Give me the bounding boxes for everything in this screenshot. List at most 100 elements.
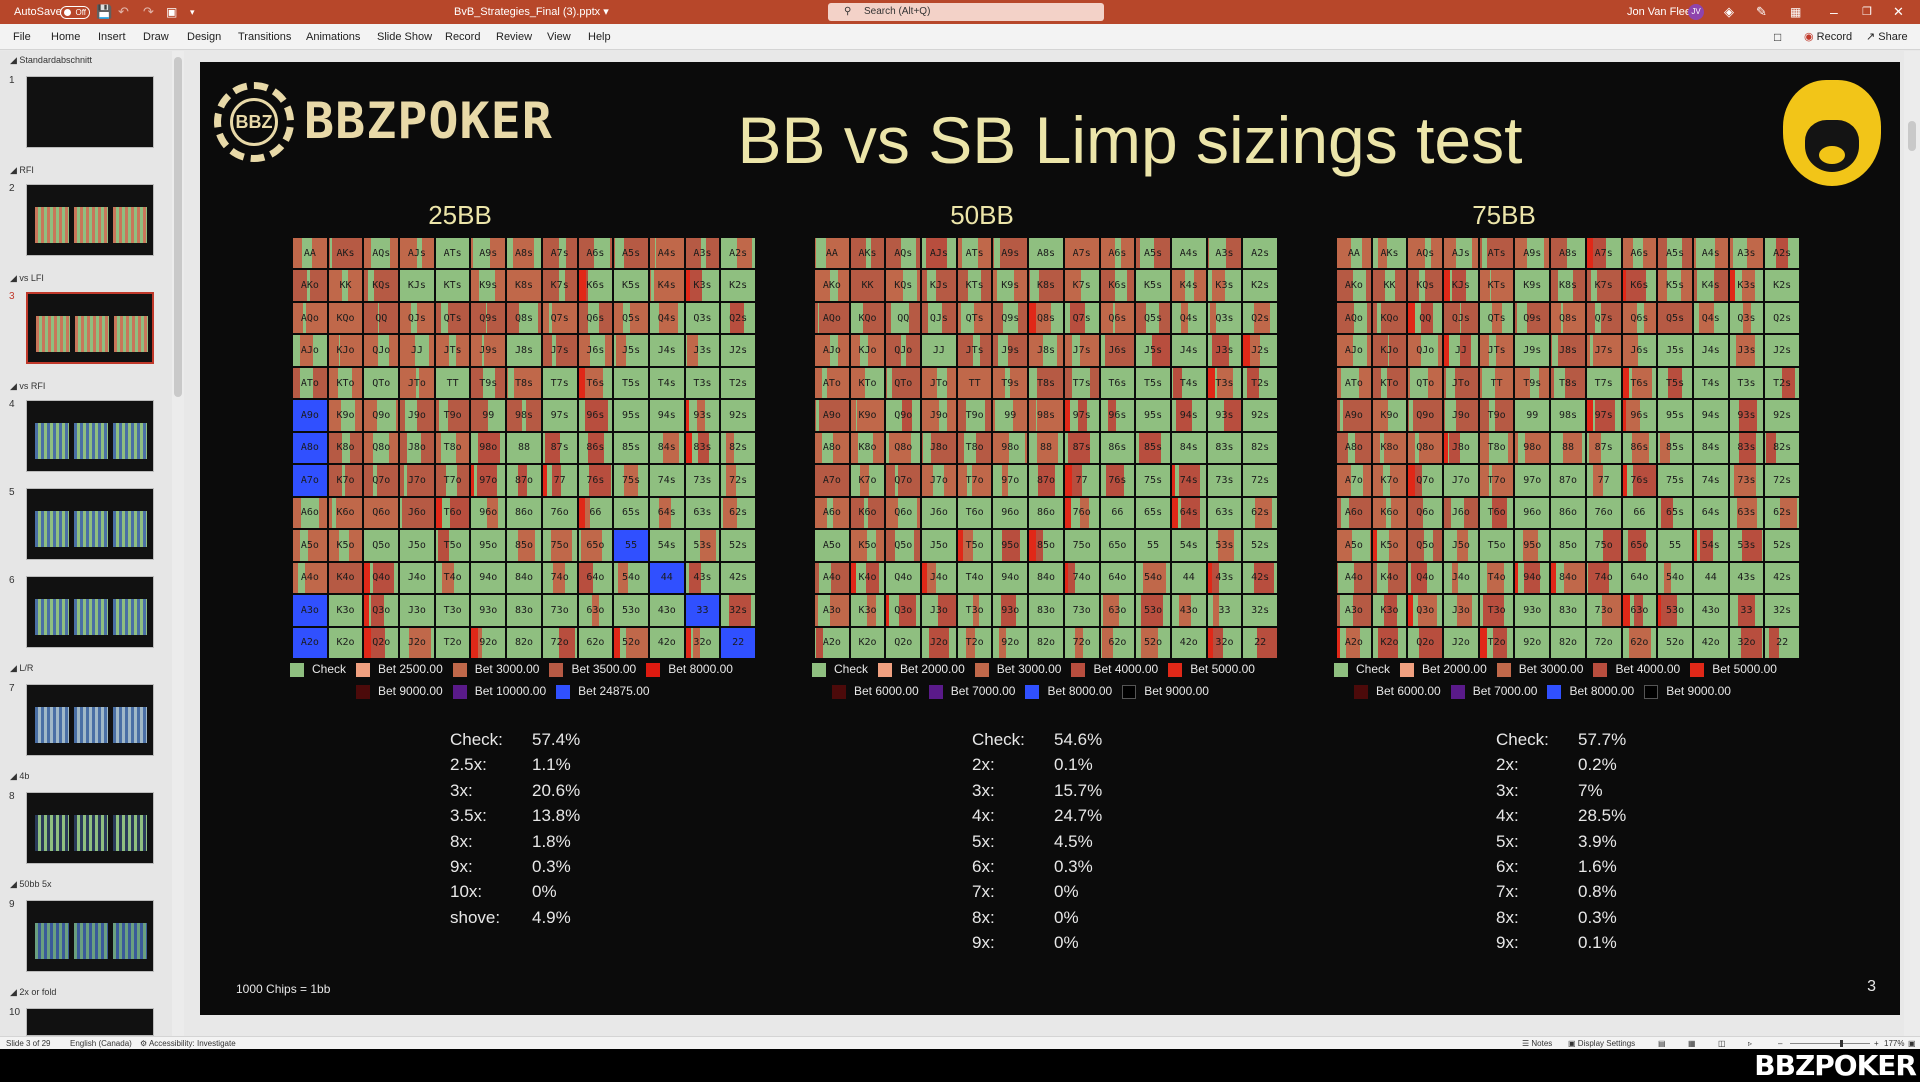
hand-cell[interactable]: K6o: [1372, 497, 1407, 529]
hand-cell[interactable]: T6s: [1100, 367, 1135, 399]
tab-record[interactable]: Record: [445, 31, 481, 43]
hand-cell[interactable]: 84o: [1551, 562, 1585, 594]
hand-cell[interactable]: Q6s: [578, 302, 613, 334]
hand-cell[interactable]: JTo: [400, 367, 434, 399]
hand-cell[interactable]: AQo: [815, 302, 849, 334]
hand-cell[interactable]: 64o: [1622, 562, 1657, 594]
hand-cell[interactable]: 99: [993, 400, 1028, 431]
hand-cell[interactable]: 98s: [1551, 400, 1585, 431]
section-header[interactable]: ◢ vs LFI: [10, 273, 44, 283]
hand-cell[interactable]: T3o: [957, 595, 992, 626]
hand-cell[interactable]: J4s: [1171, 335, 1206, 366]
hand-cell[interactable]: A3s: [1729, 238, 1764, 269]
hand-cell[interactable]: J4o: [1444, 562, 1478, 594]
hand-cell[interactable]: 43s: [1729, 562, 1764, 594]
hand-cell[interactable]: KQo: [328, 302, 363, 334]
hand-cell[interactable]: A2s: [1765, 238, 1799, 269]
display-settings-button[interactable]: ▣ Display Settings: [1568, 1039, 1636, 1048]
hand-cell[interactable]: Q7s: [1064, 302, 1099, 334]
hand-cell[interactable]: K7o: [850, 465, 885, 496]
hand-cell[interactable]: 87o: [1029, 465, 1063, 496]
hand-cell[interactable]: 33: [685, 595, 720, 626]
hand-cell[interactable]: TT: [1479, 367, 1514, 399]
close-icon[interactable]: ✕: [1893, 4, 1904, 19]
hand-cell[interactable]: J5o: [400, 530, 434, 561]
hand-cell[interactable]: K8s: [1551, 270, 1585, 301]
hand-cell[interactable]: 55: [1658, 530, 1692, 561]
slide-scrollbar[interactable]: [1904, 51, 1920, 1036]
hand-cell[interactable]: KQs: [886, 270, 921, 301]
hand-cell[interactable]: K3o: [1372, 595, 1407, 626]
hand-cell[interactable]: 98s: [1029, 400, 1063, 431]
hand-cell[interactable]: T9o: [957, 400, 992, 431]
hand-cell[interactable]: 76o: [1586, 497, 1621, 529]
hand-cell[interactable]: Q2s: [1243, 302, 1277, 334]
hand-cell[interactable]: 53s: [685, 530, 720, 561]
hand-cell[interactable]: Q3s: [1207, 302, 1242, 334]
hand-cell[interactable]: A7s: [542, 238, 577, 269]
hand-cell[interactable]: T5o: [435, 530, 470, 561]
hand-cell[interactable]: T2o: [435, 627, 470, 658]
hand-cell[interactable]: K9s: [993, 270, 1028, 301]
hand-cell[interactable]: 62o: [1622, 627, 1657, 658]
hand-cell[interactable]: 87o: [1551, 465, 1585, 496]
hand-cell[interactable]: J8s: [507, 335, 541, 366]
hand-cell[interactable]: 63o: [1100, 595, 1135, 626]
hand-cell[interactable]: 72s: [1243, 465, 1277, 496]
hand-cell[interactable]: 65o: [578, 530, 613, 561]
diamond-icon[interactable]: ◈: [1724, 4, 1734, 19]
hand-cell[interactable]: Q2o: [886, 627, 921, 658]
tab-draw[interactable]: Draw: [143, 31, 169, 43]
hand-cell[interactable]: 22: [1765, 627, 1799, 658]
hand-cell[interactable]: A5s: [1136, 238, 1170, 269]
hand-cell[interactable]: 96s: [1100, 400, 1135, 431]
hand-cell[interactable]: QTs: [1479, 302, 1514, 334]
hand-cell[interactable]: A8o: [1337, 432, 1371, 464]
hand-cell[interactable]: 77: [542, 465, 577, 496]
hand-cell[interactable]: Q9o: [886, 400, 921, 431]
hand-cell[interactable]: 92o: [471, 627, 506, 658]
hand-cell[interactable]: 75s: [1658, 465, 1692, 496]
hand-cell[interactable]: 76s: [578, 465, 613, 496]
share-button[interactable]: ↗ Share: [1866, 31, 1908, 43]
hand-cell[interactable]: A9o: [1337, 400, 1371, 431]
hand-cell[interactable]: KTo: [1372, 367, 1407, 399]
hand-cell[interactable]: 62s: [1243, 497, 1277, 529]
hand-cell[interactable]: AQo: [1337, 302, 1371, 334]
hand-cell[interactable]: 82s: [1243, 432, 1277, 464]
slide-counter[interactable]: Slide 3 of 29: [6, 1039, 51, 1048]
hand-cell[interactable]: 95s: [1136, 400, 1170, 431]
hand-cell[interactable]: A7s: [1586, 238, 1621, 269]
hand-cell[interactable]: 76o: [1064, 497, 1099, 529]
hand-cell[interactable]: K5o: [1372, 530, 1407, 561]
hand-cell[interactable]: QQ: [886, 302, 921, 334]
pen-icon[interactable]: ✎: [1756, 4, 1767, 19]
hand-cell[interactable]: T9o: [435, 400, 470, 431]
slide-thumbnail-9[interactable]: [26, 900, 154, 972]
hand-cell[interactable]: ATs: [957, 238, 992, 269]
hand-cell[interactable]: 52s: [1243, 530, 1277, 561]
hand-cell[interactable]: Q9s: [993, 302, 1028, 334]
hand-cell[interactable]: 88: [1551, 432, 1585, 464]
hand-cell[interactable]: 42s: [721, 562, 755, 594]
hand-cell[interactable]: A3o: [1337, 595, 1371, 626]
hand-cell[interactable]: 52o: [1136, 627, 1170, 658]
hand-cell[interactable]: 64s: [1693, 497, 1728, 529]
hand-cell[interactable]: K5s: [1136, 270, 1170, 301]
hand-cell[interactable]: A4o: [293, 562, 327, 594]
hand-cell[interactable]: A7s: [1064, 238, 1099, 269]
hand-cell[interactable]: Q7s: [542, 302, 577, 334]
hand-cell[interactable]: K6o: [850, 497, 885, 529]
hand-cell[interactable]: 62s: [1765, 497, 1799, 529]
hand-cell[interactable]: KK: [1372, 270, 1407, 301]
tab-insert[interactable]: Insert: [98, 31, 126, 43]
hand-cell[interactable]: A4o: [1337, 562, 1371, 594]
hand-cell[interactable]: A4s: [1693, 238, 1728, 269]
hand-cell[interactable]: 98s: [507, 400, 541, 431]
hand-cell[interactable]: QJo: [886, 335, 921, 366]
hand-cell[interactable]: KQo: [850, 302, 885, 334]
hand-cell[interactable]: AQs: [1408, 238, 1443, 269]
hand-cell[interactable]: QQ: [364, 302, 399, 334]
undo-icon[interactable]: ↶: [118, 4, 129, 19]
hand-cell[interactable]: A9o: [815, 400, 849, 431]
